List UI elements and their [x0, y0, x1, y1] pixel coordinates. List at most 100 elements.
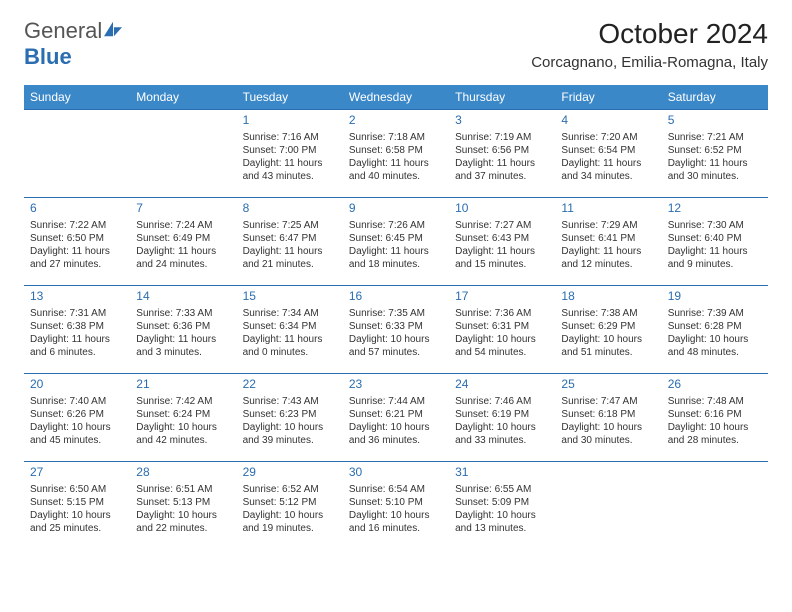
- day-number: 21: [136, 377, 230, 393]
- day-details: Sunrise: 7:36 AMSunset: 6:31 PMDaylight:…: [455, 307, 549, 359]
- week-row: 13 Sunrise: 7:31 AMSunset: 6:38 PMDayligh…: [24, 286, 768, 374]
- day-number: 14: [136, 289, 230, 305]
- day-details: Sunrise: 7:35 AMSunset: 6:33 PMDaylight:…: [349, 307, 443, 359]
- day-cell: 1Sunrise: 7:16 AMSunset: 7:00 PMDaylight…: [237, 110, 343, 198]
- day-details: Sunrise: 7:38 AMSunset: 6:29 PMDaylight:…: [561, 307, 655, 359]
- day-number: 22: [243, 377, 337, 393]
- day-cell: 31 Sunrise: 6:55 AMSunset: 5:09 PMDayligh…: [449, 462, 555, 550]
- day-details: Sunrise: 7:42 AMSunset: 6:24 PMDaylight:…: [136, 395, 230, 447]
- day-details: Sunrise: 6:52 AMSunset: 5:12 PMDaylight:…: [243, 483, 337, 535]
- day-number: 12: [668, 201, 762, 217]
- day-details: Sunrise: 7:26 AMSunset: 6:45 PMDaylight:…: [349, 219, 443, 271]
- day-details: Sunrise: 7:24 AMSunset: 6:49 PMDaylight:…: [136, 219, 230, 271]
- day-details: Sunrise: 7:29 AMSunset: 6:41 PMDaylight:…: [561, 219, 655, 271]
- day-cell: 23 Sunrise: 7:44 AMSunset: 6:21 PMDayligh…: [343, 374, 449, 462]
- day-details: Sunrise: 6:54 AMSunset: 5:10 PMDaylight:…: [349, 483, 443, 535]
- day-cell: 15Sunrise: 7:34 AMSunset: 6:34 PMDayligh…: [237, 286, 343, 374]
- calendar-table: SundayMondayTuesdayWednesdayThursdayFrid…: [24, 85, 768, 550]
- month-title: October 2024: [531, 18, 768, 50]
- logo: GeneralBlue: [24, 18, 124, 70]
- day-cell: 26 Sunrise: 7:48 AMSunset: 6:16 PMDayligh…: [662, 374, 768, 462]
- day-header: Wednesday: [343, 85, 449, 110]
- day-cell: 30 Sunrise: 6:54 AMSunset: 5:10 PMDayligh…: [343, 462, 449, 550]
- day-number: 3: [455, 113, 549, 129]
- day-details: Sunrise: 7:20 AMSunset: 6:54 PMDaylight:…: [561, 131, 655, 183]
- day-header: Thursday: [449, 85, 555, 110]
- day-details: Sunrise: 7:40 AMSunset: 6:26 PMDaylight:…: [30, 395, 124, 447]
- day-cell: 5 Sunrise: 7:21 AMSunset: 6:52 PMDaylight…: [662, 110, 768, 198]
- empty-cell: [555, 462, 661, 550]
- day-cell: 28 Sunrise: 6:51 AMSunset: 5:13 PMDayligh…: [130, 462, 236, 550]
- day-number: 19: [668, 289, 762, 305]
- day-number: 5: [668, 113, 762, 129]
- day-cell: 20Sunrise: 7:40 AMSunset: 6:26 PMDayligh…: [24, 374, 130, 462]
- day-header: Friday: [555, 85, 661, 110]
- day-cell: 11 Sunrise: 7:29 AMSunset: 6:41 PMDayligh…: [555, 198, 661, 286]
- day-number: 23: [349, 377, 443, 393]
- day-number: 28: [136, 465, 230, 481]
- title-block: October 2024 Corcagnano, Emilia-Romagna,…: [531, 18, 768, 71]
- day-cell: 14 Sunrise: 7:33 AMSunset: 6:36 PMDayligh…: [130, 286, 236, 374]
- day-details: Sunrise: 7:33 AMSunset: 6:36 PMDaylight:…: [136, 307, 230, 359]
- day-details: Sunrise: 6:50 AMSunset: 5:15 PMDaylight:…: [30, 483, 124, 535]
- logo-text-blue: Blue: [24, 44, 72, 69]
- day-cell: 13 Sunrise: 7:31 AMSunset: 6:38 PMDayligh…: [24, 286, 130, 374]
- logo-text: GeneralBlue: [24, 18, 124, 70]
- day-cell: 21 Sunrise: 7:42 AMSunset: 6:24 PMDayligh…: [130, 374, 236, 462]
- day-details: Sunrise: 7:22 AMSunset: 6:50 PMDaylight:…: [30, 219, 124, 271]
- day-number: 30: [349, 465, 443, 481]
- day-details: Sunrise: 7:18 AMSunset: 6:58 PMDaylight:…: [349, 131, 443, 183]
- day-details: Sunrise: 6:51 AMSunset: 5:13 PMDaylight:…: [136, 483, 230, 535]
- day-header: Monday: [130, 85, 236, 110]
- day-details: Sunrise: 7:19 AMSunset: 6:56 PMDaylight:…: [455, 131, 549, 183]
- day-cell: 3 Sunrise: 7:19 AMSunset: 6:56 PMDaylight…: [449, 110, 555, 198]
- day-number: 29: [243, 465, 337, 481]
- day-cell: 22 Sunrise: 7:43 AMSunset: 6:23 PMDayligh…: [237, 374, 343, 462]
- day-number: 7: [136, 201, 230, 217]
- week-row: 1Sunrise: 7:16 AMSunset: 7:00 PMDaylight…: [24, 110, 768, 198]
- day-details: Sunrise: 6:55 AMSunset: 5:09 PMDaylight:…: [455, 483, 549, 535]
- day-details: Sunrise: 7:43 AMSunset: 6:23 PMDaylight:…: [243, 395, 337, 447]
- day-cell: 16Sunrise: 7:35 AMSunset: 6:33 PMDayligh…: [343, 286, 449, 374]
- day-number: 11: [561, 201, 655, 217]
- day-cell: 7 Sunrise: 7:24 AMSunset: 6:49 PMDaylight…: [130, 198, 236, 286]
- day-details: Sunrise: 7:39 AMSunset: 6:28 PMDaylight:…: [668, 307, 762, 359]
- day-number: 26: [668, 377, 762, 393]
- day-details: Sunrise: 7:48 AMSunset: 6:16 PMDaylight:…: [668, 395, 762, 447]
- day-number: 10: [455, 201, 549, 217]
- day-number: 4: [561, 113, 655, 129]
- day-header: Sunday: [24, 85, 130, 110]
- day-cell: 12 Sunrise: 7:30 AMSunset: 6:40 PMDayligh…: [662, 198, 768, 286]
- day-number: 27: [30, 465, 124, 481]
- day-details: Sunrise: 7:21 AMSunset: 6:52 PMDaylight:…: [668, 131, 762, 183]
- day-details: Sunrise: 7:16 AMSunset: 7:00 PMDaylight:…: [243, 131, 337, 183]
- week-row: 6 Sunrise: 7:22 AMSunset: 6:50 PMDaylight…: [24, 198, 768, 286]
- day-number: 31: [455, 465, 549, 481]
- day-cell: 17Sunrise: 7:36 AMSunset: 6:31 PMDayligh…: [449, 286, 555, 374]
- day-details: Sunrise: 7:44 AMSunset: 6:21 PMDaylight:…: [349, 395, 443, 447]
- day-number: 8: [243, 201, 337, 217]
- day-details: Sunrise: 7:25 AMSunset: 6:47 PMDaylight:…: [243, 219, 337, 271]
- day-number: 9: [349, 201, 443, 217]
- day-details: Sunrise: 7:27 AMSunset: 6:43 PMDaylight:…: [455, 219, 549, 271]
- day-details: Sunrise: 7:46 AMSunset: 6:19 PMDaylight:…: [455, 395, 549, 447]
- day-number: 6: [30, 201, 124, 217]
- day-header: Tuesday: [237, 85, 343, 110]
- location-text: Corcagnano, Emilia-Romagna, Italy: [531, 54, 768, 71]
- day-cell: 8 Sunrise: 7:25 AMSunset: 6:47 PMDaylight…: [237, 198, 343, 286]
- day-cell: 2 Sunrise: 7:18 AMSunset: 6:58 PMDaylight…: [343, 110, 449, 198]
- header: GeneralBlue October 2024 Corcagnano, Emi…: [24, 18, 768, 71]
- day-cell: 19 Sunrise: 7:39 AMSunset: 6:28 PMDayligh…: [662, 286, 768, 374]
- day-cell: 27 Sunrise: 6:50 AMSunset: 5:15 PMDayligh…: [24, 462, 130, 550]
- day-number: 2: [349, 113, 443, 129]
- day-cell: 25Sunrise: 7:47 AMSunset: 6:18 PMDayligh…: [555, 374, 661, 462]
- day-cell: 18Sunrise: 7:38 AMSunset: 6:29 PMDayligh…: [555, 286, 661, 374]
- day-header: Saturday: [662, 85, 768, 110]
- day-number: 15: [243, 289, 337, 305]
- day-number: 13: [30, 289, 124, 305]
- logo-text-general: General: [24, 18, 102, 43]
- day-cell: 24Sunrise: 7:46 AMSunset: 6:19 PMDayligh…: [449, 374, 555, 462]
- day-details: Sunrise: 7:30 AMSunset: 6:40 PMDaylight:…: [668, 219, 762, 271]
- day-details: Sunrise: 7:47 AMSunset: 6:18 PMDaylight:…: [561, 395, 655, 447]
- day-details: Sunrise: 7:31 AMSunset: 6:38 PMDaylight:…: [30, 307, 124, 359]
